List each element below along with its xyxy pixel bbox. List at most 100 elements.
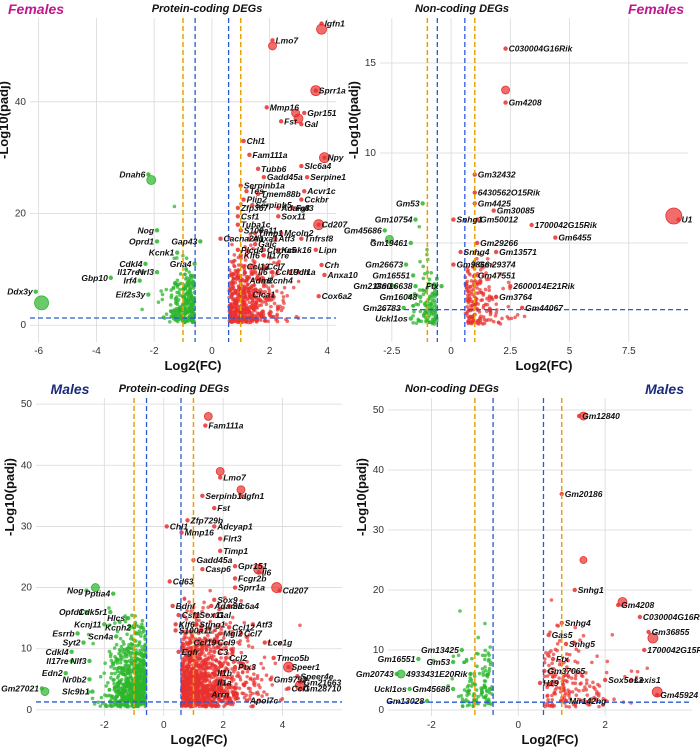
gene-label: Gm26783 xyxy=(363,303,401,313)
gene-point xyxy=(602,677,608,683)
downregulated-point xyxy=(107,688,112,692)
gene-label: U1 xyxy=(682,215,693,225)
upregulated-point xyxy=(235,674,239,678)
upregulated-point xyxy=(549,598,554,602)
downregulated-point xyxy=(129,670,134,674)
downregulated-point xyxy=(136,643,140,648)
downregulated-point xyxy=(416,302,421,307)
downregulated-point xyxy=(417,224,422,229)
downregulated-point xyxy=(483,648,488,653)
gene-label: Fam111a xyxy=(208,421,243,431)
gene-point xyxy=(140,269,145,275)
upregulated-point xyxy=(557,662,562,667)
upregulated-point xyxy=(200,696,204,701)
upregulated-point xyxy=(255,306,260,310)
downregulated-point xyxy=(142,643,147,648)
gene-point xyxy=(261,247,267,253)
gene-point xyxy=(459,647,465,653)
gene-label: Csf1 xyxy=(182,610,201,620)
gene-label: Edn2 xyxy=(42,668,63,678)
upregulated-point xyxy=(494,311,499,315)
upregulated-point xyxy=(206,687,211,692)
upregulated-point xyxy=(189,632,194,636)
gene-point xyxy=(75,631,80,636)
gene-label: Sox9 xyxy=(217,595,238,605)
upregulated-point xyxy=(244,253,249,258)
downregulated-point xyxy=(184,256,189,260)
gene-label: Eif2s3y xyxy=(116,290,147,300)
upregulated-point xyxy=(183,675,187,680)
upregulated-point xyxy=(597,704,601,709)
upregulated-point xyxy=(221,636,226,640)
upregulated-point xyxy=(210,662,215,666)
upregulated-point xyxy=(229,683,233,688)
upregulated-point xyxy=(242,315,246,319)
x-axis-title: Log2(FC) xyxy=(170,732,227,747)
gene-label: Opfd1 xyxy=(59,607,84,617)
downregulated-point xyxy=(174,256,179,260)
gene-point xyxy=(299,197,304,202)
upregulated-point xyxy=(596,682,600,687)
downregulated-point xyxy=(107,623,112,627)
downregulated-point xyxy=(127,643,131,647)
highlight-point xyxy=(146,175,157,185)
upregulated-point xyxy=(194,684,198,688)
upregulated-point xyxy=(257,303,261,308)
gene-label: Gm26673 xyxy=(365,260,403,270)
gene-point xyxy=(646,629,651,635)
gene-label: Igfn1 xyxy=(244,491,265,501)
downregulated-point xyxy=(178,311,183,316)
downregulated-point xyxy=(105,704,109,708)
downregulated-point xyxy=(481,686,485,690)
downregulated-point xyxy=(127,693,131,698)
y-tick-label: 20 xyxy=(15,209,27,220)
gene-label: Il1a xyxy=(301,267,315,277)
downregulated-point xyxy=(450,677,455,681)
upregulated-point xyxy=(217,697,221,701)
x-axis-title: Log2(FC) xyxy=(164,358,221,373)
upregulated-point xyxy=(267,292,272,296)
upregulated-point xyxy=(251,258,255,263)
downregulated-point xyxy=(107,693,111,698)
downregulated-point xyxy=(483,703,487,708)
downregulated-point xyxy=(126,684,130,689)
downregulated-point xyxy=(140,683,145,687)
gene-label: 1700042G15Rik xyxy=(647,645,700,655)
downregulated-point xyxy=(421,276,426,281)
upregulated-point xyxy=(260,275,264,280)
gene-label: Tmco5b xyxy=(277,653,310,663)
upregulated-point xyxy=(274,317,278,322)
downregulated-point xyxy=(142,662,147,666)
upregulated-point xyxy=(501,286,505,291)
upregulated-point xyxy=(557,676,561,680)
upregulated-point xyxy=(488,312,493,317)
gene-label: Slc6a4 xyxy=(304,161,331,171)
upregulated-point xyxy=(243,270,248,275)
upregulated-point xyxy=(473,279,477,283)
gene-point xyxy=(264,105,269,110)
upregulated-point xyxy=(224,622,228,627)
gene-label: Gm44067 xyxy=(525,303,564,313)
upregulated-point xyxy=(568,696,572,701)
upregulated-point xyxy=(219,656,223,660)
gene-point xyxy=(261,264,267,269)
downregulated-point xyxy=(483,653,487,658)
gene-point xyxy=(250,622,256,627)
gene-point xyxy=(137,278,142,283)
downregulated-point xyxy=(134,651,139,656)
upregulated-point xyxy=(574,693,579,697)
gene-label: Gm50012 xyxy=(480,215,518,225)
downregulated-point xyxy=(121,639,125,644)
gene-point xyxy=(276,214,281,219)
downregulated-point xyxy=(118,636,123,641)
gene-label: Pptia4 xyxy=(85,589,111,599)
gene-point xyxy=(217,475,223,480)
gene-point xyxy=(238,183,243,188)
downregulated-point xyxy=(126,678,130,683)
downregulated-point xyxy=(123,619,128,624)
upregulated-point xyxy=(250,645,255,650)
plot-area xyxy=(388,398,692,716)
gene-label: Ftx xyxy=(426,281,440,291)
gene-label: Gm36855 xyxy=(652,627,690,637)
downregulated-point xyxy=(137,651,142,655)
